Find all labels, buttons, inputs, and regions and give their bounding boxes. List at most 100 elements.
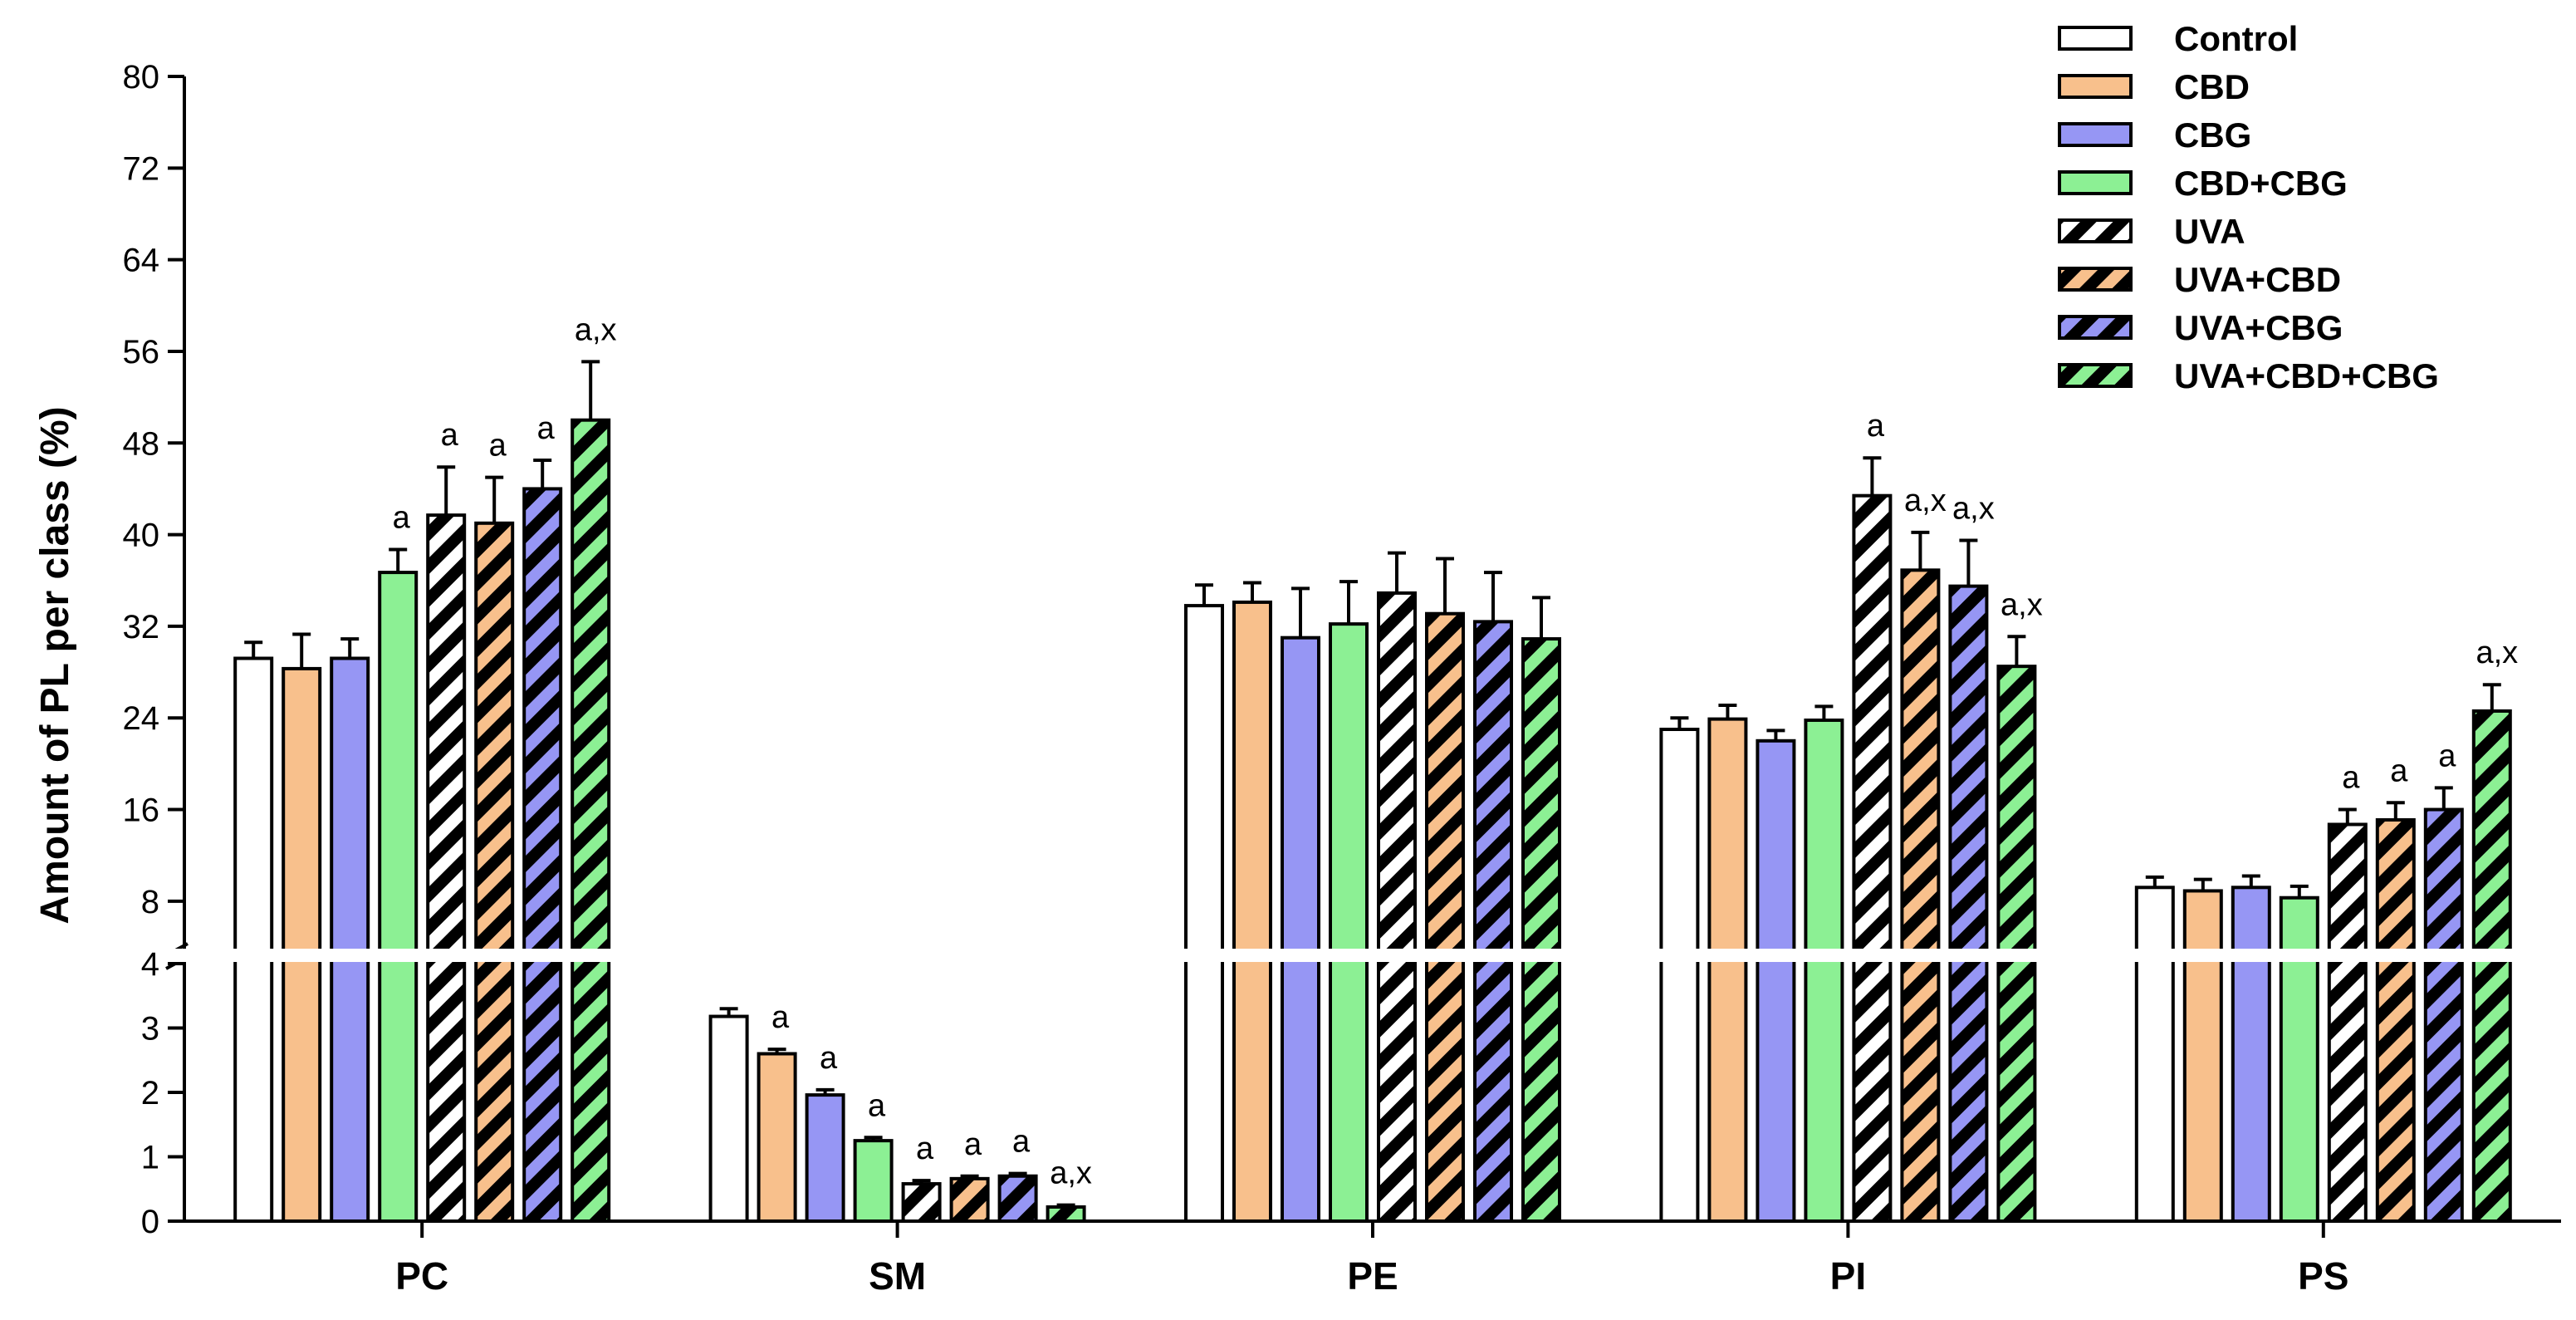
legend-label: UVA [2174,212,2245,251]
bar [1425,611,1465,1223]
bar [901,1182,942,1224]
bar [1659,728,1700,1223]
y-tick-label: 56 [123,334,160,370]
bar [1232,600,1272,1223]
bar [2375,817,2416,1223]
legend-swatch [2058,74,2133,99]
x-tick-label-sm: SM [869,1254,926,1298]
significance-label: a,x [1904,483,1947,518]
bar [1046,1205,1086,1223]
significance-label: a [537,411,556,446]
y-axis-title: Amount of PL per class (%) [33,406,77,924]
legend-label: CBG [2174,115,2251,155]
bar [1756,739,1796,1223]
bars-group [159,360,2569,1224]
bar [1852,493,1893,1223]
significance-label: a [771,1000,790,1035]
bar [571,418,611,1223]
x-tick-label-pc: PC [395,1254,448,1298]
y-tick-label: 1 [141,1140,159,1176]
bar [522,487,563,1223]
legend-label: UVA+CBG [2174,308,2343,347]
bar [1281,635,1320,1223]
significance-label: a [489,429,507,464]
y-tick-label: 32 [123,609,160,645]
bar [949,1176,990,1223]
legend-swatch [2058,218,2133,243]
bar [1473,620,1513,1223]
bar [708,1014,749,1224]
y-tick-label: 40 [123,518,160,554]
significance-label: a [868,1088,886,1123]
bar [853,1139,894,1223]
bar [1948,584,1989,1223]
significance-label: a [2342,761,2360,796]
bar [1329,622,1369,1223]
y-tick-label: 4 [141,946,159,983]
legend: Control CBD CBG CBD+CBG UVA UVA+CBD UVA+CBG UVA… [2058,19,2439,395]
x-tick-label-pe: PE [1347,1254,1398,1298]
significance-label: a,x [575,312,617,347]
legend-label: CBD+CBG [2174,164,2348,203]
bar [1521,637,1561,1223]
axis-break-band [159,949,2569,962]
significance-label: a,x [2476,635,2518,670]
bar [1184,604,1224,1223]
bar [997,1174,1038,1223]
significance-label: a,x [2001,587,2043,622]
bar [1900,568,1941,1223]
bar [233,656,274,1223]
legend-label: UVA+CBD+CBG [2174,356,2439,395]
legend-swatch [2058,170,2133,195]
y-tick-label: 64 [123,243,160,279]
significance-label: a [820,1041,838,1076]
y-tick-label: 0 [141,1204,159,1240]
bar [1996,665,2037,1223]
bar [2423,807,2464,1223]
legend-swatch [2058,122,2133,147]
significance-label: a [2390,753,2408,788]
bar [2471,709,2512,1223]
x-tick-label-pi: PI [1830,1254,1866,1298]
y-tick-label: 16 [123,792,160,829]
y-tick-label: 80 [123,59,160,96]
y-tick-label: 48 [123,425,160,462]
bar [474,521,515,1223]
y-tick-label: 3 [141,1011,159,1048]
bar [2134,886,2175,1223]
significance-label: a,x [1050,1156,1092,1191]
legend-label: UVA+CBD [2174,260,2341,299]
legend-label: CBD [2174,67,2250,106]
y-tick-label: 24 [123,700,160,737]
significance-label: a [916,1131,934,1166]
significance-label: a [393,501,411,536]
significance-label: a,x [1952,491,1995,526]
bar [2327,822,2368,1223]
bar [282,666,322,1223]
bar [757,1052,797,1223]
x-tick-label-ps: PS [2298,1254,2348,1298]
bar [2279,896,2319,1224]
significance-label: a [441,418,459,453]
bar [2182,889,2223,1223]
legend-swatch [2058,363,2133,388]
legend-label: Control [2174,19,2298,58]
legend-swatch [2058,26,2133,51]
y-tick-label: 8 [141,884,159,920]
bar [1804,718,1844,1223]
significance-label: a [2438,739,2456,773]
legend-swatch [2058,267,2133,292]
bar [426,513,467,1223]
bar [2231,886,2271,1223]
bar [1707,717,1748,1223]
y-tick-label: 72 [123,150,160,187]
significance-label: a [1012,1125,1031,1160]
significance-label: a [964,1127,982,1162]
bar [1377,591,1417,1223]
bar [805,1093,845,1223]
bar [330,656,370,1223]
